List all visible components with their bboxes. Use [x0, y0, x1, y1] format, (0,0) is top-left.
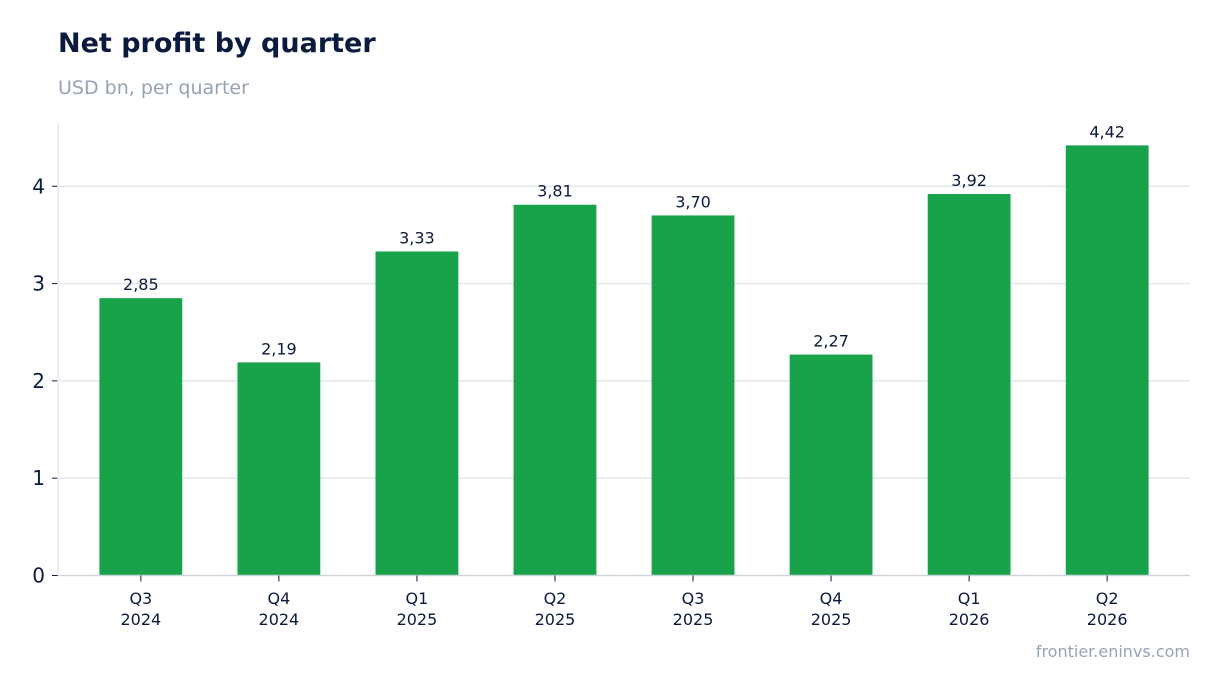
y-tick-label-3: 3	[32, 272, 45, 296]
y-tick-label-4: 4	[32, 174, 45, 198]
data-labels: 2,85 2,19 3,33 3,81 3,70 2,27 3,92 4,42	[123, 122, 1125, 358]
bar-3	[513, 204, 597, 576]
x-tick-labels: Q3 2024 Q4 2024 Q1 2025 Q2 2025 Q3 2025 Q4 2025 Q1 20…	[120, 589, 1127, 629]
bar-4	[651, 215, 735, 576]
y-tick-label-0: 0	[32, 564, 45, 588]
x-tick-label-quarter-0: Q3	[129, 589, 152, 608]
source-credit: frontier.eninvs.com	[1035, 642, 1190, 661]
x-tick-label-quarter-4: Q3	[682, 589, 705, 608]
x-tick-label-year-3: 2025	[535, 610, 576, 629]
chart-subtitle: USD bn, per quarter	[58, 77, 249, 99]
data-label-0: 2,85	[123, 275, 159, 294]
x-tick-label-quarter-6: Q1	[958, 589, 981, 608]
chart-title: Net profit by quarter	[58, 28, 376, 59]
y-tick-label-1: 1	[32, 466, 45, 490]
x-tick-label-year-5: 2025	[811, 610, 852, 629]
gridlines	[58, 185, 1190, 479]
x-tick-label-quarter-7: Q2	[1096, 589, 1119, 608]
x-tick-label-year-2: 2025	[397, 610, 438, 629]
x-tick-label-year-1: 2024	[259, 610, 300, 629]
y-tick-label-2: 2	[32, 369, 45, 393]
x-tick-label-quarter-1: Q4	[267, 589, 290, 608]
data-label-7: 4,42	[1089, 122, 1125, 141]
x-tick-label-quarter-2: Q1	[406, 589, 429, 608]
y-tick-labels: 0 1 2 3 4	[32, 174, 45, 587]
bar-0	[99, 298, 183, 576]
x-tick-label-year-7: 2026	[1087, 610, 1128, 629]
axes	[52, 123, 1190, 582]
x-tick-label-year-4: 2025	[673, 610, 714, 629]
x-tick-label-year-0: 2024	[120, 610, 161, 629]
data-label-6: 3,92	[951, 171, 987, 190]
data-label-2: 3,33	[399, 228, 435, 247]
bar-6	[927, 194, 1011, 576]
data-label-1: 2,19	[261, 339, 297, 358]
bar-5	[789, 354, 873, 576]
bar-1	[237, 362, 321, 576]
bar-2	[375, 251, 459, 576]
bar-7	[1065, 145, 1149, 576]
data-label-4: 3,70	[675, 192, 711, 211]
x-tick-label-quarter-3: Q2	[544, 589, 567, 608]
x-tick-label-year-6: 2026	[949, 610, 990, 629]
data-label-3: 3,81	[537, 182, 573, 201]
x-tick-label-quarter-5: Q4	[820, 589, 843, 608]
bars	[99, 145, 1149, 576]
data-label-5: 2,27	[813, 332, 849, 351]
